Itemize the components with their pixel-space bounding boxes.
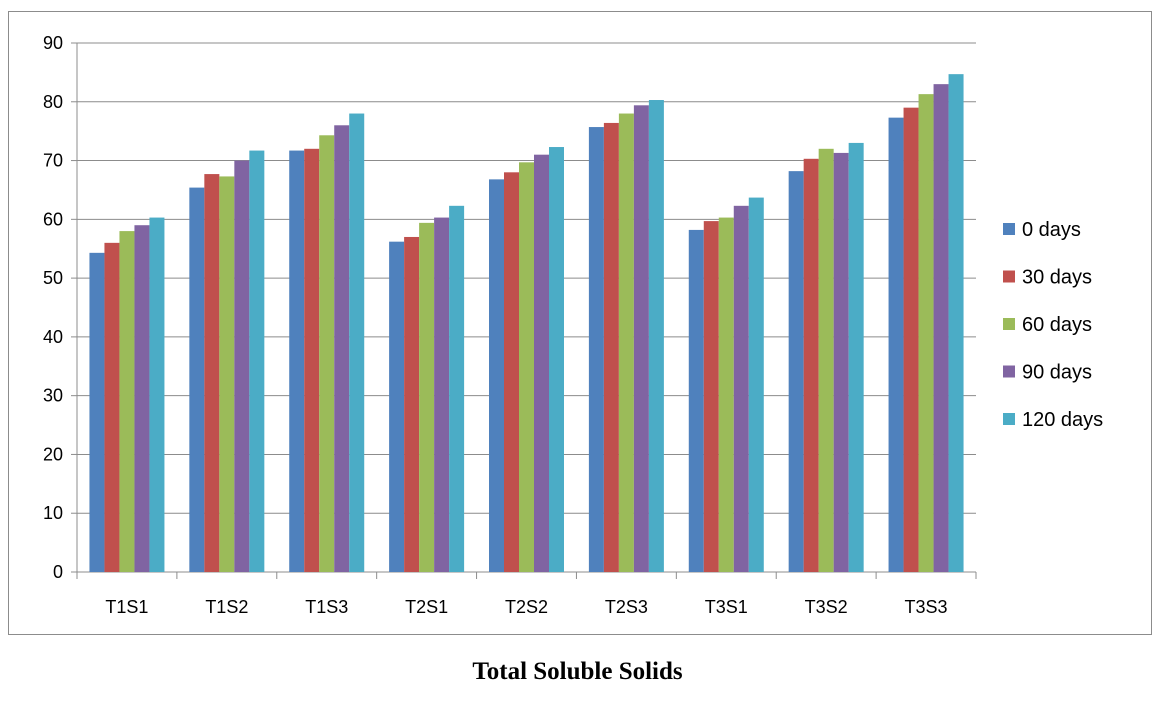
bar-t3s3-120-days (948, 74, 964, 572)
x-tick-label: T3S1 (705, 597, 748, 617)
x-tick-label: T2S1 (405, 597, 448, 617)
bar-t2s2-120-days (549, 147, 564, 572)
bar-t1s1-120-days (149, 217, 165, 572)
bar-chart: 0 10 20 30 40 50 60 70 80 90 T1S1 T1S2 T1S3 T2S1 T2S2 T… (43, 33, 1103, 617)
bar-t1s2-30-days (204, 174, 220, 572)
bar-t1s1-0-days (89, 252, 105, 572)
bar-t1s2-0-days (189, 187, 205, 573)
y-tick-label: 0 (53, 562, 63, 582)
y-tick-label: 40 (43, 327, 63, 347)
bar-t3s1-30-days (703, 221, 719, 572)
x-tick-label: T1S3 (305, 597, 348, 617)
legend-label: 30 days (1022, 267, 1092, 289)
bar-t2s3-120-days (648, 100, 664, 573)
legend-swatch (1003, 223, 1015, 235)
bar-t2s2-0-days (489, 179, 504, 572)
y-tick-label: 70 (43, 151, 63, 171)
bar-t3s2-90-days (833, 152, 849, 573)
legend-label: 120 days (1022, 409, 1103, 431)
legend-label: 90 days (1022, 362, 1092, 384)
y-tick-label: 30 (43, 386, 63, 406)
bar-t2s3-0-days (588, 127, 604, 573)
legend-swatch (1003, 413, 1015, 425)
x-tick-label: T3S2 (805, 597, 848, 617)
chart-area: 0 10 20 30 40 50 60 70 80 90 T1S1 T1S2 T1S3 T2S1 T2S2 T… (8, 11, 1152, 635)
y-tick-label: 60 (43, 209, 63, 229)
bar-t1s3-0-days (289, 150, 305, 572)
y-tick-label: 10 (43, 503, 63, 523)
x-tick-label: T3S3 (905, 597, 948, 617)
bar-t1s3-120-days (349, 113, 365, 573)
bar-t3s1-0-days (688, 229, 704, 572)
bar-t3s2-30-days (803, 158, 819, 572)
bar-t1s1-30-days (104, 242, 120, 572)
bar-t3s1-120-days (748, 197, 764, 572)
bar-t3s2-120-days (848, 142, 864, 572)
bar-t2s2-60-days (519, 162, 534, 572)
bar-t2s1-30-days (404, 236, 420, 572)
y-tick-label: 50 (43, 268, 63, 288)
bar-t2s2-30-days (504, 172, 519, 573)
chart-title: Total Soluble Solids (472, 658, 683, 685)
bar-t2s1-90-days (434, 217, 450, 572)
x-tick-label: T1S2 (205, 597, 248, 617)
bar-t3s1-90-days (733, 205, 749, 572)
bar-t2s1-120-days (449, 205, 465, 572)
bar-t1s3-60-days (319, 135, 335, 572)
bar-t3s3-30-days (903, 107, 919, 573)
bar-t1s1-90-days (134, 225, 150, 572)
x-tick-label: T1S1 (105, 597, 148, 617)
bar-t2s3-60-days (618, 113, 634, 573)
legend-swatch (1003, 318, 1015, 330)
bar-t3s3-90-days (933, 84, 949, 573)
bar-t2s3-30-days (603, 122, 619, 572)
bar-t1s3-30-days (304, 148, 320, 573)
bar-t2s1-0-days (389, 241, 405, 572)
bar-t1s1-60-days (119, 231, 135, 573)
bar-t3s2-60-days (818, 148, 834, 573)
bar-t3s3-0-days (888, 117, 904, 573)
bar-t3s1-60-days (718, 217, 734, 572)
y-tick-label: 90 (43, 33, 63, 53)
x-tick-label: T2S2 (505, 597, 548, 617)
y-tick-label: 80 (43, 92, 63, 112)
bar-t1s3-90-days (334, 125, 350, 573)
bar-t1s2-120-days (249, 150, 265, 572)
legend-label: 60 days (1022, 314, 1092, 336)
legend-swatch (1003, 365, 1015, 378)
bar-t3s2-0-days (788, 171, 804, 572)
x-tick-label: T2S3 (605, 597, 648, 617)
y-tick-label: 20 (43, 444, 63, 464)
bar-t2s2-90-days (534, 154, 549, 572)
legend-label: 0 days (1022, 219, 1081, 241)
bar-t2s1-60-days (419, 222, 435, 573)
bar-t3s3-60-days (918, 94, 934, 573)
bar-t2s3-90-days (633, 105, 649, 572)
legend-swatch (1003, 270, 1015, 283)
bar-t1s2-60-days (219, 176, 235, 573)
bar-t1s2-90-days (234, 160, 250, 573)
